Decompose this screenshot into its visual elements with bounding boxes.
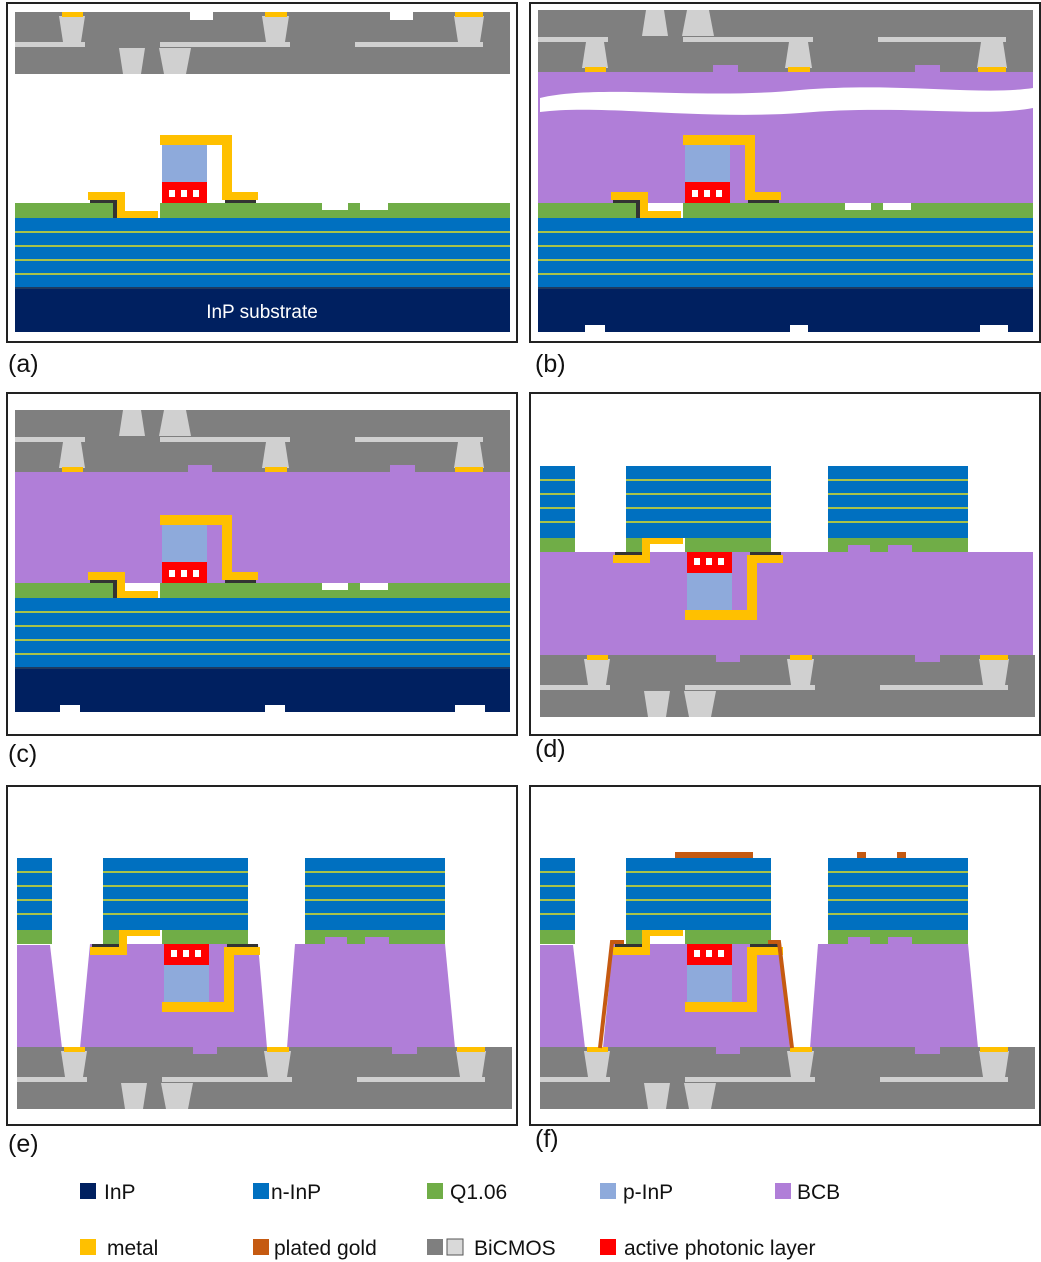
substrate-label: InP substrate	[206, 302, 318, 323]
panel-label: (f)	[535, 1125, 559, 1153]
figure: InP substrate (a) (b) (c) (d)	[0, 0, 1041, 1262]
legend-label: active photonic layer	[624, 1237, 815, 1260]
panel-f	[530, 786, 1040, 1125]
panel-e	[7, 786, 517, 1125]
legend-label: metal	[107, 1237, 158, 1260]
legend-label: BCB	[797, 1181, 840, 1204]
panel-c	[7, 393, 517, 735]
legend-label: plated gold	[274, 1237, 377, 1260]
legend-label: p-InP	[623, 1181, 673, 1204]
panel-label: (c)	[8, 740, 37, 768]
legend-label: n-InP	[271, 1181, 321, 1204]
panel-label: (a)	[8, 350, 39, 378]
legend: InP n-InP Q1.06 p-InP BCB metal plated g…	[80, 1181, 840, 1260]
panel-label: (e)	[8, 1130, 39, 1158]
legend-label: InP	[104, 1181, 136, 1204]
legend-label: BiCMOS	[474, 1237, 556, 1260]
panel-d	[530, 393, 1040, 735]
panel-b	[530, 3, 1040, 342]
panel-label: (d)	[535, 735, 566, 763]
panel-a: InP substrate	[7, 3, 517, 342]
panel-label: (b)	[535, 350, 566, 378]
legend-label: Q1.06	[450, 1181, 507, 1204]
